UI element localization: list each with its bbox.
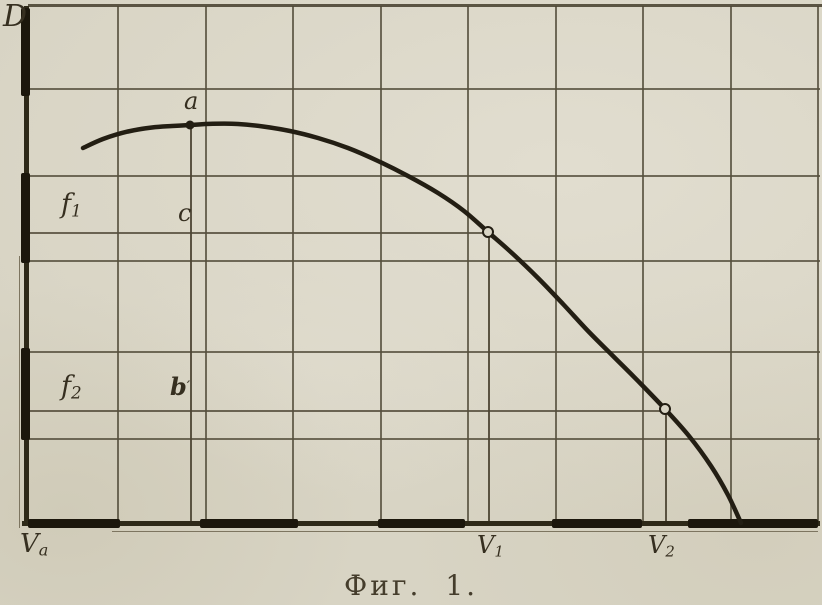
point-b-text: b: [170, 372, 187, 401]
point-c-text: c: [178, 199, 192, 227]
grid-line-horizontal: [28, 438, 820, 440]
point-b-prime: ′: [186, 378, 191, 394]
x-axis-bold-segment: [378, 519, 465, 528]
grid-line-vertical: [205, 6, 207, 525]
f2-sub: 2: [71, 382, 82, 403]
grid-line-horizontal: [28, 175, 820, 177]
x-axis-bold-segment: [28, 519, 120, 528]
band-f2-label: f2: [61, 373, 82, 401]
plot-top-border: [28, 4, 822, 7]
grid-line-horizontal: [28, 88, 820, 90]
marked-point-a: [185, 120, 195, 130]
x-axis-bold-segment: [552, 519, 642, 528]
grid-line-vertical: [292, 6, 294, 525]
grid-line-vertical: [467, 6, 469, 525]
y-axis-label-text: D: [3, 0, 28, 34]
f1-base: f: [61, 189, 71, 220]
grid-line-vertical: [642, 6, 644, 525]
point-c-label: c: [178, 201, 191, 225]
point-a-label: a: [184, 89, 198, 113]
y-axis-bold-segment: [21, 348, 30, 440]
x-tick-va-label: Va: [20, 531, 48, 559]
point-b-label: b′: [170, 375, 190, 399]
axis-echo-bottom: [112, 531, 818, 532]
velocity-curve: [80, 121, 744, 526]
ordinate-line: [28, 232, 484, 234]
va-sub: a: [38, 540, 49, 560]
v1-base: V: [477, 531, 495, 559]
grid-line-vertical: [555, 6, 557, 525]
grid-line-vertical: [817, 6, 819, 525]
marked-point-V2: [659, 403, 671, 415]
x-axis-bold-segment: [688, 519, 818, 528]
figure-caption: Фиг. 1.: [343, 569, 479, 602]
f2-base: f: [61, 371, 71, 402]
ordinate-line: [28, 410, 660, 412]
x-tick-v2-label: V2: [648, 533, 675, 559]
x-axis-bold-segment: [200, 519, 298, 528]
grid-line-vertical: [117, 6, 119, 525]
marked-point-V1: [482, 226, 494, 238]
v1-sub: 1: [494, 542, 504, 561]
y-axis-bold-segment: [21, 173, 30, 263]
f1-sub: 1: [71, 200, 82, 221]
drop-line: [665, 414, 667, 524]
x-tick-v1-label: V1: [477, 533, 504, 559]
y-axis-bold-segment: [21, 8, 30, 96]
va-base: V: [20, 529, 39, 559]
axis-echo-left: [19, 256, 20, 528]
band-f1-label: f1: [61, 191, 82, 219]
grid-line-vertical: [380, 6, 382, 525]
point-a-text: a: [184, 87, 199, 115]
y-axis-label: D: [3, 2, 27, 32]
drop-line: [190, 129, 192, 524]
v2-base: V: [648, 531, 666, 559]
grid-line-horizontal: [28, 351, 820, 353]
grid-line-horizontal: [28, 260, 820, 262]
drop-line: [488, 237, 490, 524]
v2-sub: 2: [665, 542, 675, 561]
grid-line-vertical: [730, 6, 732, 525]
y-axis-bar: [24, 6, 29, 525]
